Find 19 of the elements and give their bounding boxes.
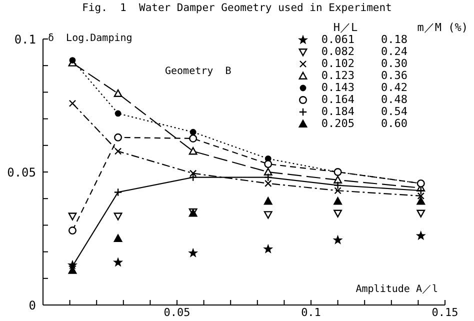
chart-title: Fig. 1 Water Damper Geometry used in Experiment <box>81 2 393 14</box>
y-tick-label: 0.05 <box>7 165 36 180</box>
x-tick-label: 0.15 <box>432 306 458 319</box>
legend-label: 0.061 0.18 <box>321 32 408 46</box>
annotation: Geometry B <box>165 66 232 77</box>
legend-title: H／L m／M (%) <box>332 21 468 34</box>
y-axis-title: δ Log.Damping <box>48 33 132 44</box>
legend-label: 0.082 0.24 <box>321 44 408 58</box>
legend-label: 0.102 0.30 <box>321 56 408 70</box>
legend-label: 0.205 0.60 <box>321 116 408 130</box>
y-tick-label: 0 <box>28 298 36 312</box>
legend-label: 0.184 0.54 <box>321 104 408 118</box>
legend-label: 0.143 0.42 <box>321 80 408 94</box>
x-tick-label: 0.1 <box>301 306 321 319</box>
x-tick-label: 0.05 <box>164 306 190 319</box>
legend-label: 0.164 0.48 <box>321 92 408 106</box>
x-axis-title: Amplitude A／l <box>356 283 438 296</box>
legend-label: 0.123 0.36 <box>321 68 408 82</box>
y-tick-label: 0.1 <box>14 32 36 46</box>
